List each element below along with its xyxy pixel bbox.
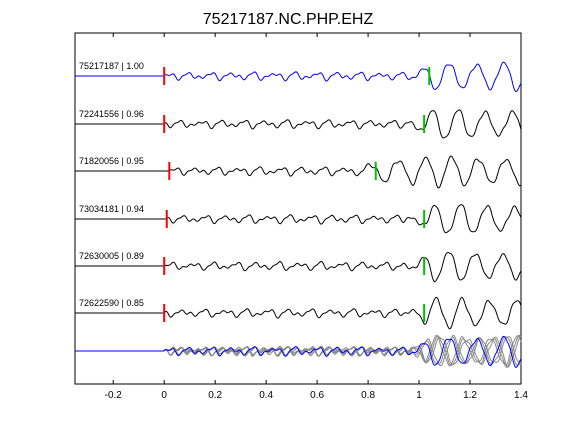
trace-line [75,252,522,283]
x-tick-label: 1 [416,390,422,401]
trace-line [75,61,522,93]
trace-label: 73034181 | 0.94 [79,204,144,214]
x-tick-label: 0.6 [310,390,324,401]
stack-trace-line [75,335,522,368]
picks-layer [163,67,431,322]
trace-line [75,204,522,234]
plot-area [74,32,522,385]
traces-layer [75,61,522,368]
axes-box [74,32,522,385]
trace-label: 75217187 | 1.00 [79,61,144,71]
x-tick-label: 0.2 [208,390,222,401]
trace-line [75,155,522,189]
x-tick-label: 0.4 [259,390,273,401]
trace-label: 72241556 | 0.96 [79,109,144,119]
x-tick-label: -0.2 [105,390,123,401]
x-tick-label: 0.8 [361,390,375,401]
trace-label: 72622590 | 0.85 [79,298,144,308]
trace-labels-layer: 75217187 | 1.00 72241556 | 0.96 71820056 |… [79,61,144,308]
trace-line [75,109,522,139]
x-tick-label: 1.4 [514,390,528,401]
x-tick-label: 1.2 [463,390,477,401]
trace-label: 71820056 | 0.95 [79,156,144,166]
trace-line [75,296,522,330]
trace-label: 72630005 | 0.89 [79,251,144,261]
x-axis: -0.2 0 0.2 0.4 0.6 0.8 1 1.2 1.4 [105,33,528,401]
x-tick-label: 0 [161,390,167,401]
chart-title: 75217187.NC.PHP.EHZ [203,11,374,28]
